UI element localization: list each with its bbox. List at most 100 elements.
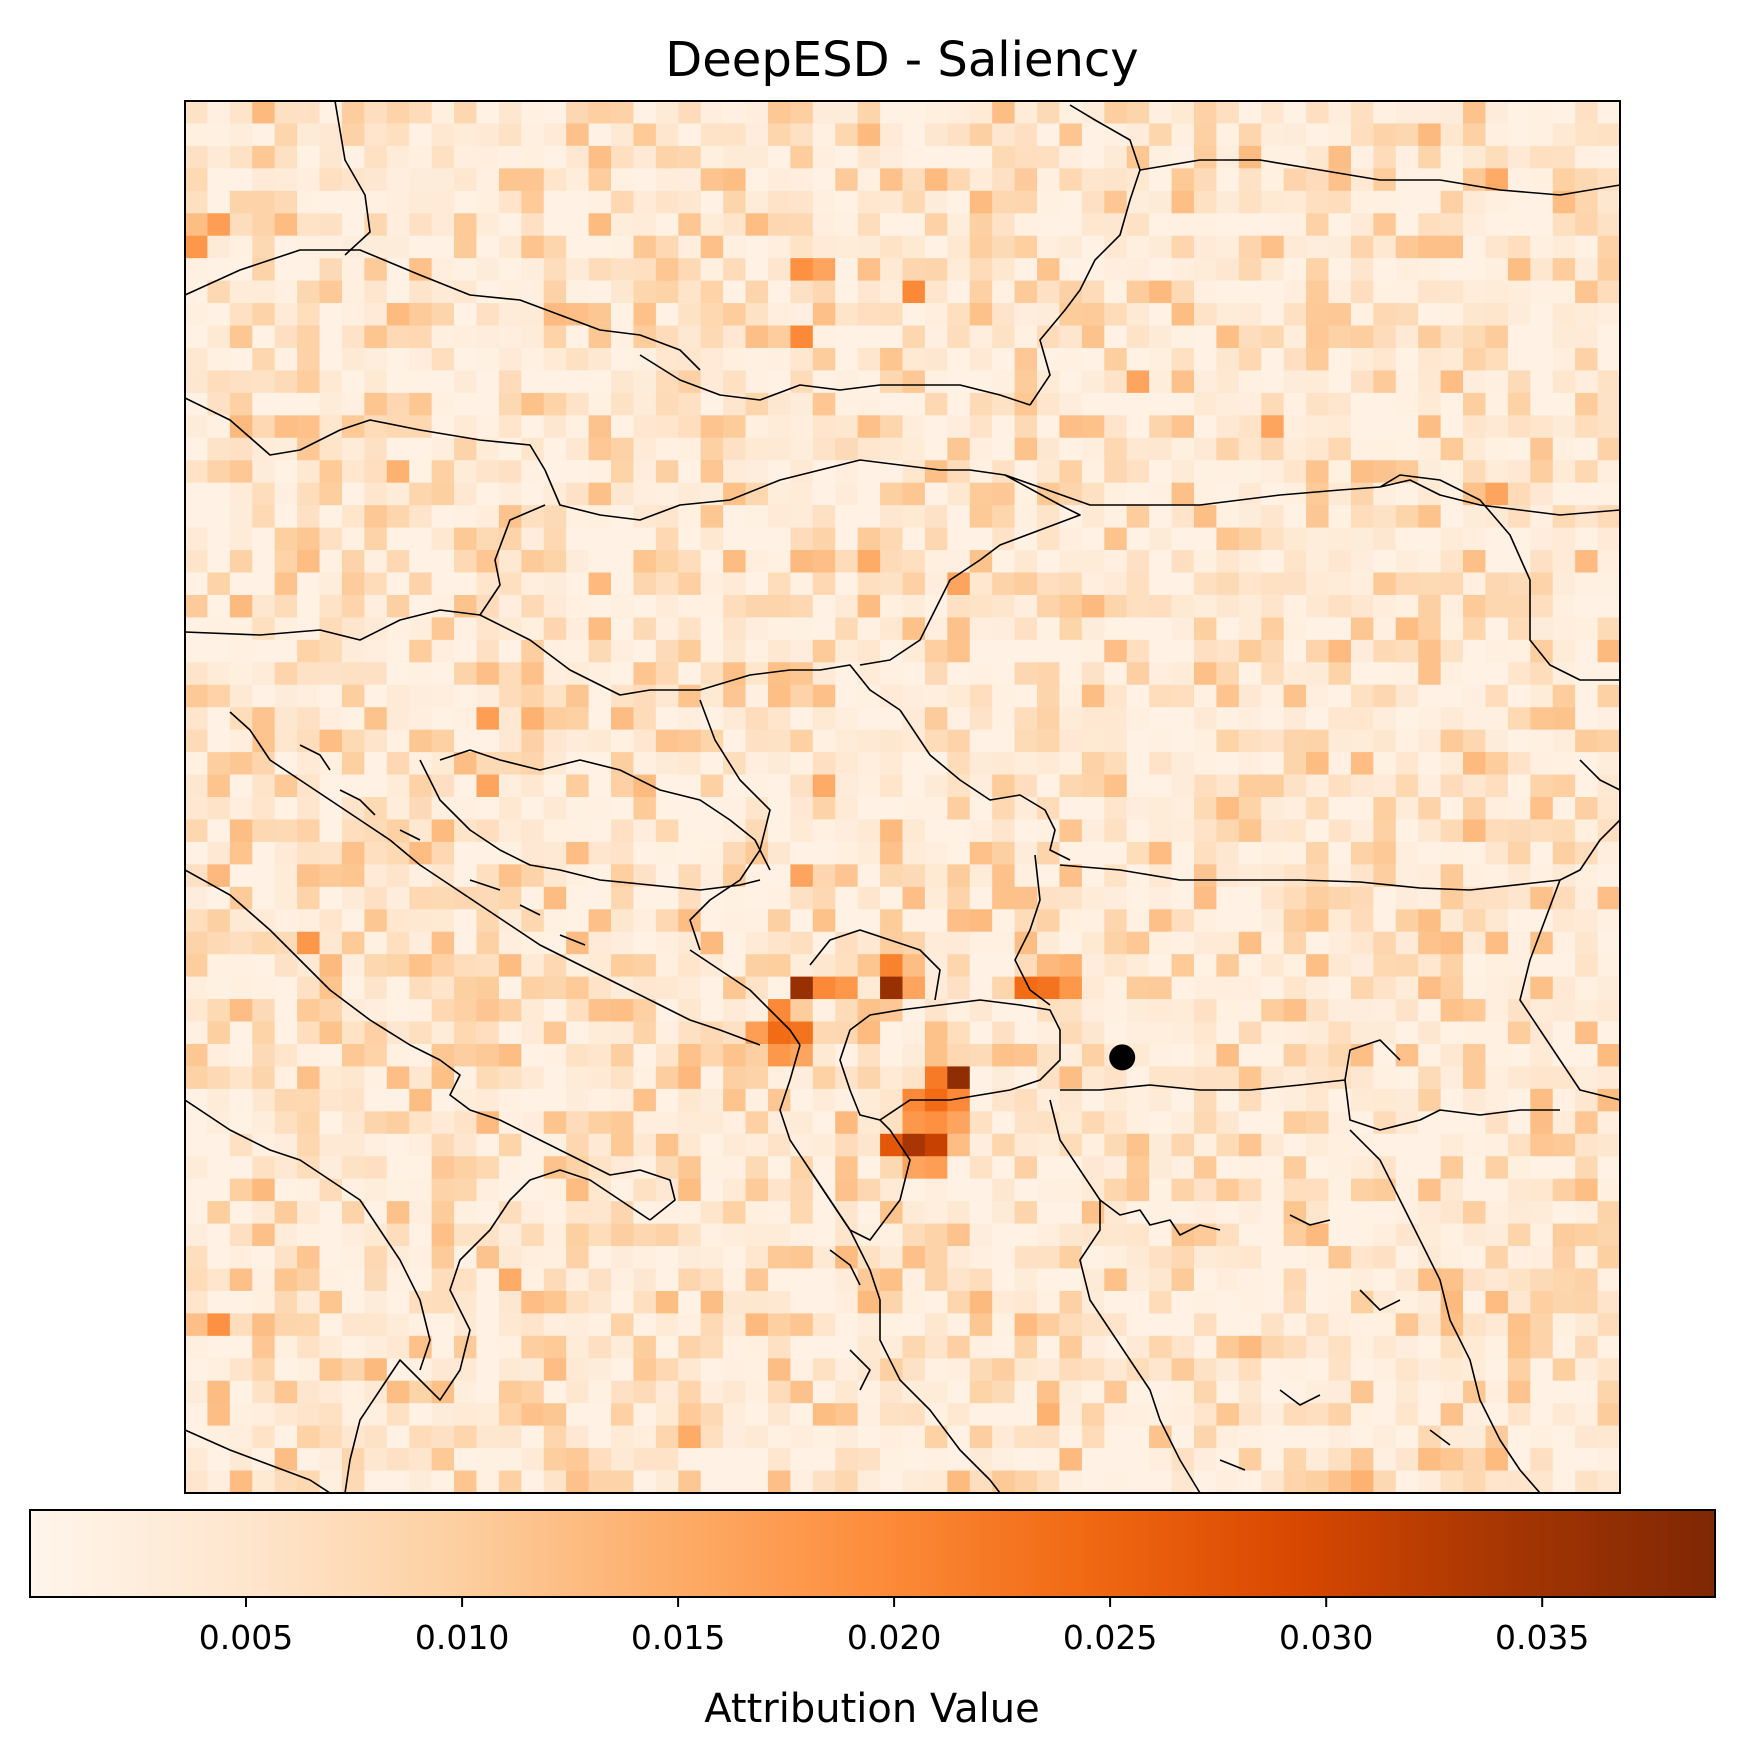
heatmap-cell bbox=[924, 999, 948, 1023]
heatmap-cell bbox=[1104, 864, 1128, 888]
heatmap-cell bbox=[1418, 662, 1442, 686]
heatmap-cell bbox=[1485, 886, 1509, 910]
heatmap-cell bbox=[700, 550, 724, 574]
heatmap-cell bbox=[1485, 505, 1509, 529]
heatmap-cell bbox=[566, 1268, 590, 1292]
heatmap-cell bbox=[924, 482, 948, 506]
heatmap-cell bbox=[1193, 1201, 1217, 1225]
heatmap-cell bbox=[1395, 572, 1419, 596]
heatmap-cell bbox=[1126, 954, 1150, 978]
heatmap-cell bbox=[1373, 617, 1397, 641]
heatmap-cell bbox=[1306, 572, 1330, 596]
heatmap-cell bbox=[1328, 1380, 1352, 1404]
heatmap-cell bbox=[431, 1470, 455, 1494]
heatmap-cell bbox=[319, 639, 343, 663]
heatmap-cell bbox=[1328, 864, 1352, 888]
heatmap-cell bbox=[969, 1448, 993, 1472]
heatmap-cell bbox=[229, 145, 253, 169]
heatmap-cell bbox=[1597, 684, 1621, 708]
heatmap-cell bbox=[857, 1178, 881, 1202]
heatmap-cell bbox=[341, 258, 365, 282]
heatmap-cell bbox=[386, 662, 410, 686]
heatmap-cell bbox=[521, 1313, 545, 1337]
heatmap-cell bbox=[1014, 1043, 1038, 1068]
heatmap-cell bbox=[700, 617, 724, 641]
heatmap-cell bbox=[924, 909, 948, 933]
heatmap-cell bbox=[633, 550, 657, 574]
heatmap-cell bbox=[1395, 1268, 1419, 1292]
heatmap-cell bbox=[1261, 101, 1285, 125]
heatmap-cell bbox=[1104, 819, 1128, 843]
heatmap-cell bbox=[992, 572, 1016, 596]
heatmap-cell bbox=[409, 415, 433, 439]
heatmap-cell bbox=[476, 662, 500, 686]
heatmap-cell bbox=[633, 684, 657, 708]
heatmap-cell bbox=[655, 392, 679, 416]
heatmap-cell bbox=[835, 1358, 859, 1382]
heatmap-cell bbox=[409, 505, 433, 529]
heatmap-cell bbox=[319, 190, 343, 214]
heatmap-cell bbox=[274, 213, 298, 237]
heatmap-cell bbox=[700, 1178, 724, 1202]
heatmap-cell bbox=[678, 1425, 702, 1449]
heatmap-cell bbox=[835, 415, 859, 439]
heatmap-cell bbox=[1081, 1470, 1105, 1494]
heatmap-cell bbox=[767, 1403, 791, 1427]
heatmap-cell bbox=[1283, 1403, 1307, 1427]
heatmap-cell bbox=[880, 482, 904, 506]
heatmap-cell bbox=[431, 954, 455, 978]
heatmap-cell bbox=[767, 954, 791, 978]
heatmap-cell bbox=[1037, 1156, 1061, 1180]
heatmap-cell bbox=[790, 1043, 814, 1068]
heatmap-cell bbox=[1059, 505, 1083, 529]
heatmap-cell bbox=[1037, 1066, 1061, 1090]
heatmap-cell bbox=[924, 774, 948, 798]
heatmap-cell bbox=[947, 1156, 971, 1180]
heatmap-cell bbox=[476, 1133, 500, 1157]
heatmap-cell bbox=[611, 909, 635, 933]
heatmap-cell bbox=[498, 145, 522, 169]
heatmap-cell bbox=[1081, 1111, 1105, 1135]
heatmap-cell bbox=[1283, 1268, 1307, 1292]
heatmap-cell bbox=[409, 1066, 433, 1090]
heatmap-cell bbox=[454, 1156, 478, 1180]
heatmap-cell bbox=[1193, 1448, 1217, 1472]
heatmap-cell bbox=[1059, 662, 1083, 686]
heatmap-cell bbox=[790, 1133, 814, 1157]
heatmap-cell bbox=[969, 482, 993, 506]
heatmap-cell bbox=[1485, 976, 1509, 1000]
heatmap-cell bbox=[1126, 145, 1150, 169]
heatmap-cell bbox=[655, 819, 679, 843]
heatmap-cell bbox=[1418, 909, 1442, 933]
heatmap-cell bbox=[723, 752, 747, 776]
heatmap-cell bbox=[1395, 1133, 1419, 1157]
heatmap-cell bbox=[588, 1358, 612, 1382]
heatmap-cell bbox=[1037, 1403, 1061, 1427]
heatmap-cell bbox=[543, 617, 567, 641]
heatmap-cell bbox=[767, 101, 791, 125]
heatmap-cell bbox=[1373, 1425, 1397, 1449]
heatmap-cell bbox=[431, 347, 455, 372]
heatmap-cell bbox=[1126, 1066, 1150, 1090]
heatmap-cell bbox=[812, 1470, 836, 1494]
heatmap-cell bbox=[1014, 235, 1038, 259]
heatmap-cell bbox=[655, 1335, 679, 1359]
heatmap-cell bbox=[767, 1380, 791, 1404]
heatmap-cell bbox=[1463, 954, 1487, 978]
heatmap-cell bbox=[1440, 572, 1464, 596]
heatmap-cell bbox=[1081, 415, 1105, 439]
heatmap-cell bbox=[812, 1043, 836, 1068]
heatmap-cell bbox=[1328, 1470, 1352, 1494]
heatmap-cell bbox=[678, 572, 702, 596]
heatmap-cell bbox=[521, 347, 545, 372]
heatmap-cell bbox=[521, 774, 545, 798]
heatmap-cell bbox=[924, 1313, 948, 1337]
heatmap-cell bbox=[1552, 841, 1576, 865]
heatmap-cell bbox=[185, 370, 209, 394]
heatmap-cell bbox=[611, 819, 635, 843]
heatmap-cell bbox=[1149, 347, 1173, 372]
heatmap-cell bbox=[1530, 684, 1554, 708]
heatmap-cell bbox=[1507, 999, 1531, 1023]
heatmap-cell bbox=[521, 909, 545, 933]
heatmap-cell bbox=[229, 280, 253, 304]
